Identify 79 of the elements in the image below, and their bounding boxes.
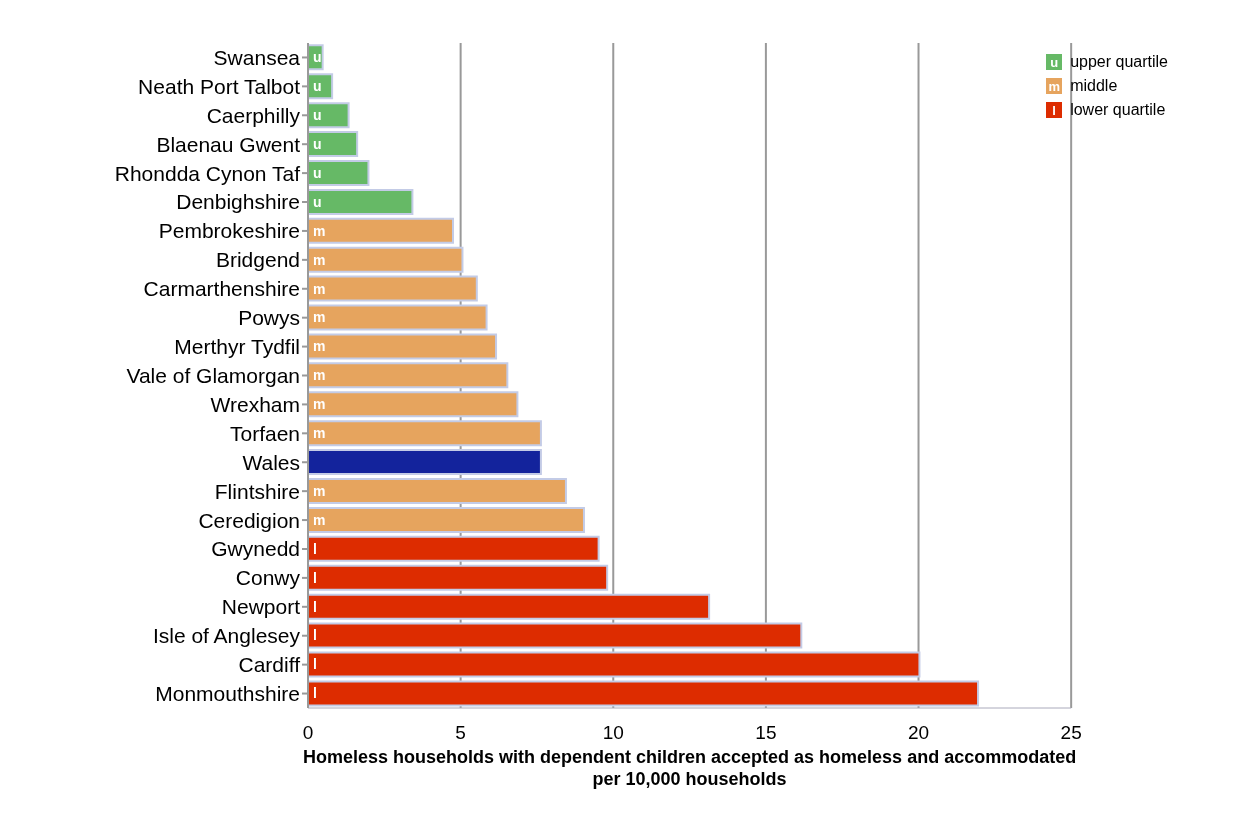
bar bbox=[308, 449, 542, 476]
data-label: m bbox=[313, 511, 326, 528]
y-tick-label: Pembrokeshire bbox=[158, 219, 300, 243]
legend-label: lower quartile bbox=[1070, 101, 1166, 119]
bar bbox=[308, 362, 509, 389]
data-label: l bbox=[313, 569, 317, 586]
x-tick-label: 25 bbox=[1060, 722, 1082, 744]
bar bbox=[308, 564, 609, 591]
data-label: l bbox=[313, 540, 317, 557]
data-label: m bbox=[313, 482, 326, 499]
y-tick-label: Wales bbox=[242, 450, 300, 474]
bar bbox=[308, 506, 585, 533]
bar bbox=[308, 478, 567, 505]
bar bbox=[308, 535, 600, 562]
y-tick-label: Gwynedd bbox=[211, 537, 300, 561]
bar bbox=[308, 275, 478, 302]
bar bbox=[308, 217, 454, 244]
x-tick-label: 10 bbox=[602, 722, 624, 744]
data-label: m bbox=[313, 367, 326, 384]
y-tick-label: Torfaen bbox=[229, 421, 300, 445]
letter-swatch-icon: m bbox=[1046, 78, 1063, 94]
data-label: u bbox=[313, 78, 322, 95]
x-axis-title: Homeless households with dependent children accepted as homeless and accommodated per 10,000 households bbox=[302, 747, 1077, 789]
bar bbox=[308, 680, 980, 707]
y-tick-label: Rhondda Cynon Taf bbox=[114, 161, 301, 185]
y-tick-label: Caerphilly bbox=[206, 103, 301, 127]
legend-label: upper quartile bbox=[1070, 53, 1168, 71]
data-label: m bbox=[313, 338, 326, 355]
bar bbox=[308, 391, 519, 418]
bar bbox=[308, 159, 370, 186]
data-label: m bbox=[313, 222, 326, 239]
y-tick-label: Powys bbox=[238, 306, 300, 330]
x-tick-label: 0 bbox=[302, 722, 314, 744]
y-tick-label: Carmarthenshire bbox=[143, 277, 300, 301]
bar bbox=[308, 102, 350, 129]
y-tick-label: Wrexham bbox=[210, 392, 300, 416]
y-tick-label: Bridgend bbox=[215, 248, 300, 272]
bar bbox=[308, 246, 464, 273]
data-label: u bbox=[313, 49, 322, 66]
data-label: u bbox=[313, 164, 322, 181]
y-tick-label: Isle of Anglesey bbox=[152, 624, 301, 648]
y-tick-label: Neath Port Talbot bbox=[138, 74, 301, 98]
bar bbox=[308, 622, 803, 649]
bar bbox=[308, 593, 711, 620]
y-tick-label: Newport bbox=[221, 595, 301, 619]
bar bbox=[308, 333, 498, 360]
bar bbox=[308, 420, 542, 447]
x-tick-label: 5 bbox=[455, 722, 466, 744]
x-tick-label: 20 bbox=[907, 722, 930, 744]
data-label: m bbox=[313, 425, 326, 442]
legend-label: middle bbox=[1070, 77, 1118, 95]
bar bbox=[308, 304, 488, 331]
bar bbox=[308, 131, 359, 158]
y-tick-label: Flintshire bbox=[214, 479, 300, 503]
bar bbox=[308, 651, 921, 678]
data-label: m bbox=[313, 280, 326, 297]
data-label: m bbox=[313, 396, 326, 413]
y-tick-label: Ceredigion bbox=[198, 508, 300, 532]
data-label: m bbox=[313, 309, 326, 326]
data-label: l bbox=[313, 656, 317, 673]
data-label: l bbox=[313, 598, 317, 615]
data-label: u bbox=[313, 193, 322, 210]
y-tick-label: Conwy bbox=[235, 566, 301, 590]
y-tick-label: Vale of Glamorgan bbox=[126, 363, 300, 387]
data-label: m bbox=[313, 251, 326, 268]
data-label: l bbox=[313, 685, 317, 702]
letter-swatch-icon: l bbox=[1046, 102, 1063, 118]
y-tick-label: Denbighshire bbox=[176, 190, 300, 214]
y-tick-label: Blaenau Gwent bbox=[156, 132, 301, 156]
y-tick-label: Merthyr Tydfil bbox=[174, 335, 300, 359]
bar bbox=[308, 188, 414, 215]
x-tick-label: 15 bbox=[755, 722, 777, 744]
data-label: u bbox=[313, 135, 322, 152]
data-label: l bbox=[313, 627, 317, 644]
letter-swatch-icon: u bbox=[1046, 54, 1063, 70]
y-tick-label: Monmouthshire bbox=[155, 682, 300, 705]
data-label: u bbox=[313, 107, 322, 124]
y-tick-label: Swansea bbox=[213, 45, 301, 69]
y-tick-label: Cardiff bbox=[238, 653, 301, 677]
